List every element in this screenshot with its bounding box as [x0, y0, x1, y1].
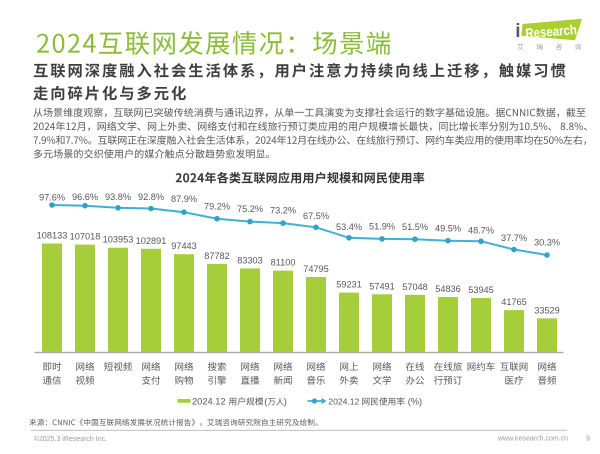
svg-text:51.5%: 51.5% — [402, 222, 428, 232]
svg-text:37.7%: 37.7% — [501, 233, 527, 243]
svg-text:©2025.3 iResearch Inc.: ©2025.3 iResearch Inc. — [34, 435, 107, 443]
svg-text:57048: 57048 — [402, 282, 428, 292]
svg-text:87.9%: 87.9% — [171, 194, 197, 204]
svg-text:30.3%: 30.3% — [534, 238, 560, 248]
svg-text:51.9%: 51.9% — [369, 222, 395, 232]
svg-text:www.iresearch.com.cn: www.iresearch.com.cn — [497, 435, 568, 442]
svg-text:103953: 103953 — [103, 235, 134, 245]
svg-text:74795: 74795 — [303, 264, 329, 274]
svg-text:96.6%: 96.6% — [72, 192, 98, 202]
svg-text:107018: 107018 — [70, 232, 101, 242]
svg-text:49.5%: 49.5% — [435, 224, 461, 234]
svg-text:102891: 102891 — [136, 236, 167, 246]
svg-text:41765: 41765 — [501, 297, 527, 307]
svg-text:48.7%: 48.7% — [468, 225, 494, 235]
svg-text:Research: Research — [525, 22, 577, 41]
svg-text:9: 9 — [586, 435, 590, 442]
svg-text:59231: 59231 — [336, 280, 362, 290]
svg-text:i: i — [515, 21, 520, 42]
svg-text:92.8%: 92.8% — [138, 192, 164, 202]
svg-text:2024.12: 2024.12 — [328, 397, 359, 407]
svg-text:79.2%: 79.2% — [204, 202, 230, 212]
svg-text:67.5%: 67.5% — [303, 211, 329, 221]
svg-text:(: ( — [264, 397, 268, 407]
svg-text:54836: 54836 — [435, 284, 461, 294]
svg-text:87782: 87782 — [204, 251, 230, 261]
svg-text:93.8%: 93.8% — [105, 192, 131, 202]
svg-text:2024.12: 2024.12 — [192, 397, 226, 407]
svg-text:75.2%: 75.2% — [237, 204, 263, 214]
svg-text:57491: 57491 — [369, 281, 395, 291]
svg-text:53945: 53945 — [468, 285, 494, 295]
svg-text:97443: 97443 — [171, 241, 197, 251]
svg-text:73.2%: 73.2% — [270, 206, 296, 216]
svg-text:53.4%: 53.4% — [336, 222, 362, 232]
svg-text:97.6%: 97.6% — [39, 192, 65, 202]
svg-text:33529: 33529 — [534, 305, 560, 315]
svg-text:108133: 108133 — [37, 231, 68, 241]
svg-text:83303: 83303 — [237, 255, 263, 265]
svg-text:): ) — [284, 397, 287, 407]
svg-text:(%): (%) — [408, 397, 422, 407]
svg-text:81100: 81100 — [271, 258, 296, 268]
